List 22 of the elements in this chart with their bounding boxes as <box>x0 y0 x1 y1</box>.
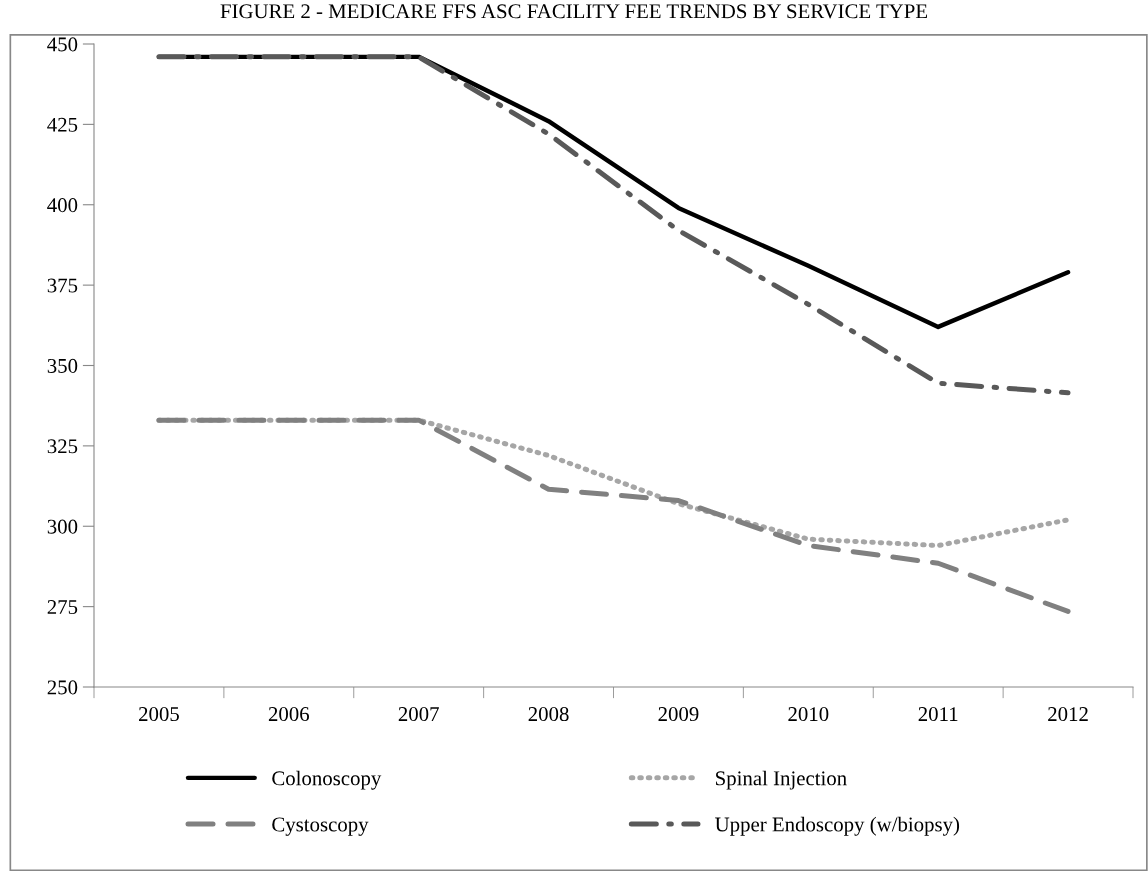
x-tick-label: 2005 <box>139 707 179 722</box>
chart-title: FIGURE 2 - MEDICARE FFS ASC FACILITY FEE TRENDS BY SERVICE TYPE <box>220 4 928 19</box>
y-tick-label: 425 <box>47 117 78 132</box>
legend-label: Upper Endoscopy (w/biopsy) <box>715 816 960 836</box>
y-tick-label: 275 <box>47 600 78 615</box>
y-tick-label: 375 <box>47 278 78 293</box>
y-tick-label: 300 <box>47 519 78 534</box>
x-tick-label: 2011 <box>918 707 958 722</box>
legend-label: Cystoscopy <box>272 817 369 836</box>
y-tick-label: 350 <box>47 358 78 373</box>
x-tick-label: 2009 <box>658 707 699 722</box>
y-tick-label: 400 <box>47 198 78 213</box>
legend-label: Colonoscopy <box>272 770 382 790</box>
y-tick-label: 450 <box>47 37 78 52</box>
y-tick-label: 250 <box>47 680 78 695</box>
y-tick-label: 325 <box>47 439 78 454</box>
x-tick-label: 2012 <box>1048 707 1088 722</box>
x-tick-label: 2010 <box>788 707 829 722</box>
x-tick-label: 2008 <box>528 707 569 722</box>
x-tick-label: 2007 <box>398 707 439 722</box>
legend-label: Spinal Injection <box>716 770 847 790</box>
x-tick-label: 2006 <box>268 707 310 722</box>
